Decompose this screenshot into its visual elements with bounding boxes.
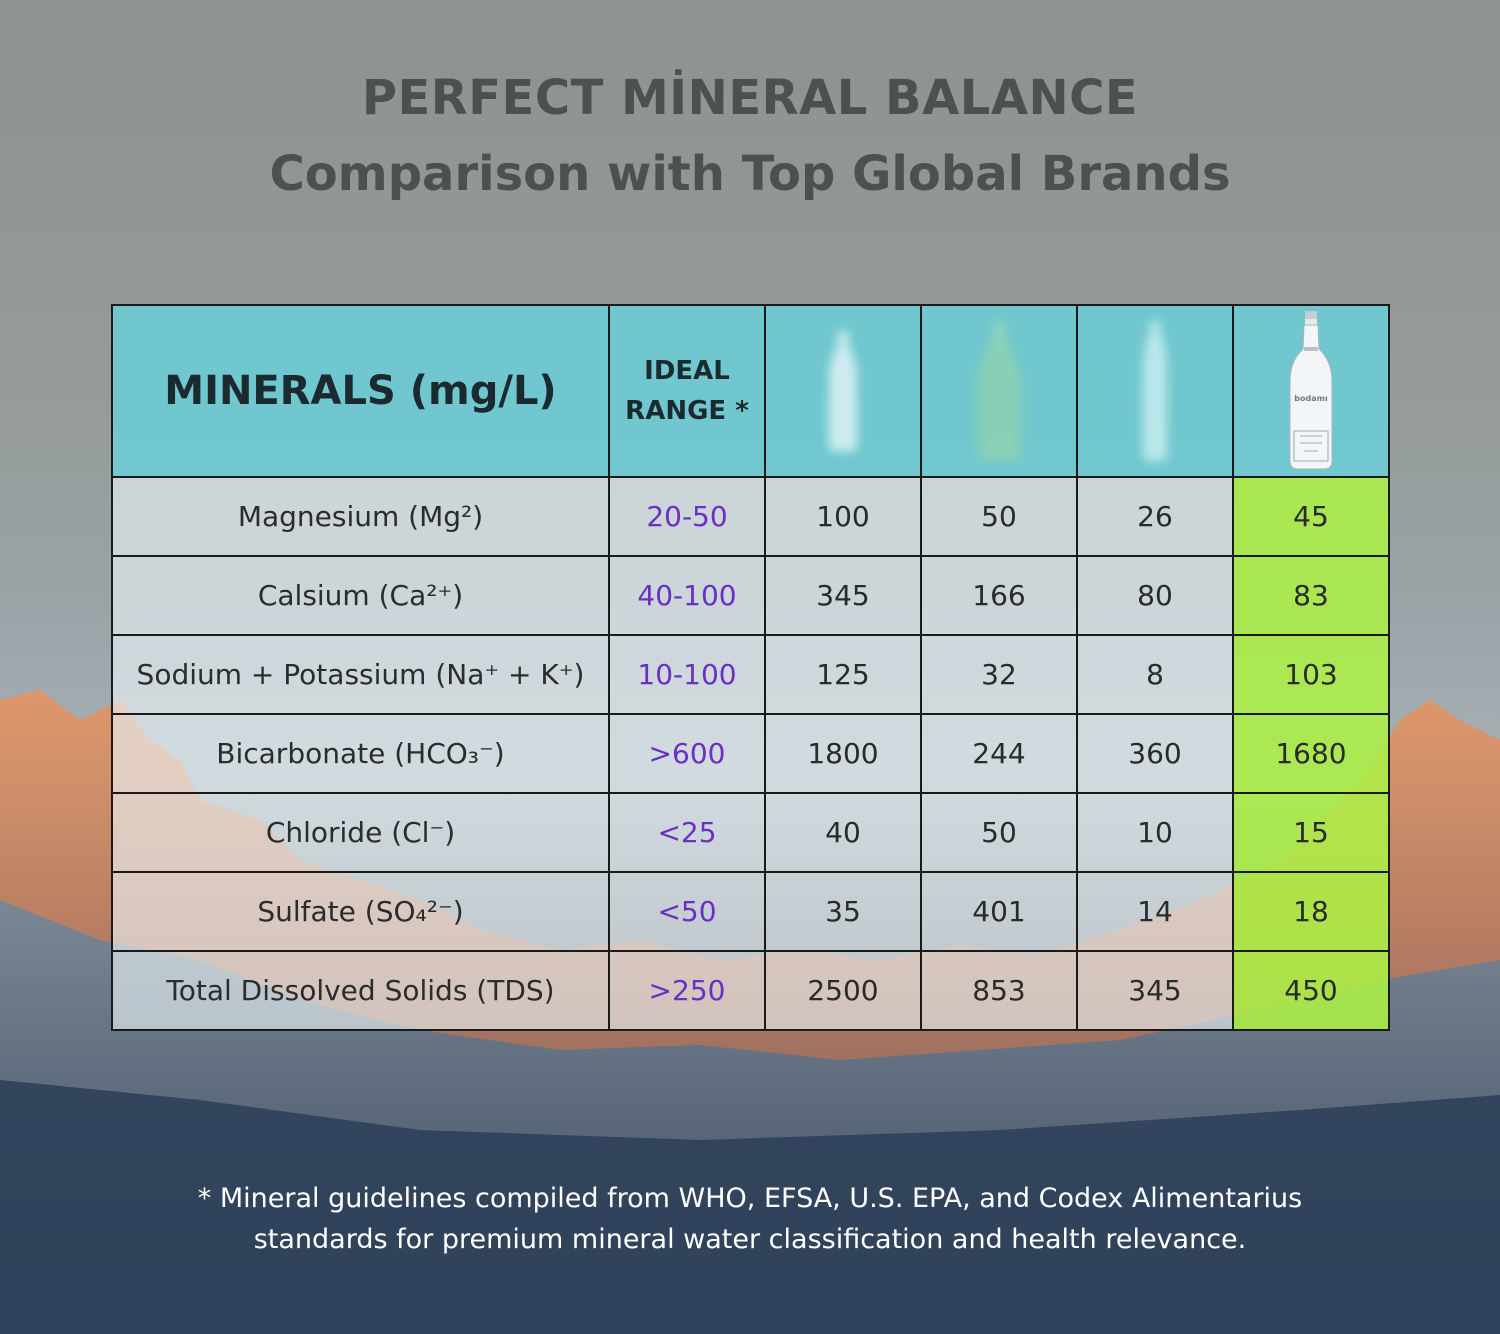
ideal-range-cell: 10-100	[608, 634, 766, 715]
table-row: Calsium (Ca²⁺) 40-100 345 166 80 83	[111, 555, 1390, 636]
ideal-range-cell: >600	[608, 713, 766, 794]
mineral-name-cell: Bicarbonate (HCO₃⁻)	[111, 713, 610, 794]
brand-1-value: 125	[764, 634, 922, 715]
footnote: * Mineral guidelines compiled from WHO, …	[0, 1178, 1500, 1260]
ideal-range-cell: >250	[608, 950, 766, 1031]
mineral-name-cell: Total Dissolved Solids (TDS)	[111, 950, 610, 1031]
table-row: Sodium + Potassium (Na⁺ + K⁺) 10-100 125…	[111, 634, 1390, 715]
column-header-brand-1	[764, 304, 922, 478]
table-row: Chloride (Cl⁻) <25 40 50 10 15	[111, 792, 1390, 873]
blurred-bottle-icon	[977, 321, 1021, 461]
page-title: PERFECT MİNERAL BALANCE	[361, 70, 1139, 126]
brand-1-value: 40	[764, 792, 922, 873]
column-header-minerals: MINERALS (mg/L)	[111, 304, 610, 478]
brand-3-value: 26	[1076, 476, 1234, 557]
ideal-range-line-1: IDEAL	[644, 356, 730, 386]
column-header-bodami: bodamı	[1232, 304, 1390, 478]
brand-3-value: 80	[1076, 555, 1234, 636]
column-header-ideal-range: IDEAL RANGE *	[608, 304, 766, 478]
ideal-range-cell: 20-50	[608, 476, 766, 557]
brand-1-value: 2500	[764, 950, 922, 1031]
brand-2-value: 401	[920, 871, 1078, 952]
footnote-line-1: * Mineral guidelines compiled from WHO, …	[197, 1183, 1303, 1214]
ideal-range-line-2: RANGE *	[625, 396, 749, 426]
bodami-logo-text: bodamı	[1294, 394, 1328, 403]
bodami-value: 45	[1232, 476, 1390, 557]
bodami-value: 103	[1232, 634, 1390, 715]
bodami-bottle-icon: bodamı	[1289, 311, 1333, 470]
blurred-bottle-icon	[1143, 321, 1167, 461]
mineral-name-cell: Chloride (Cl⁻)	[111, 792, 610, 873]
brand-3-value: 14	[1076, 871, 1234, 952]
ideal-range-cell: <50	[608, 871, 766, 952]
mineral-comparison-table: MINERALS (mg/L) IDEAL RANGE *	[111, 304, 1390, 1031]
table-row: Magnesium (Mg²) 20-50 100 50 26 45	[111, 476, 1390, 557]
brand-1-value: 1800	[764, 713, 922, 794]
brand-3-value: 345	[1076, 950, 1234, 1031]
brand-1-value: 100	[764, 476, 922, 557]
column-header-brand-3	[1076, 304, 1234, 478]
bodami-value: 18	[1232, 871, 1390, 952]
column-header-brand-2	[920, 304, 1078, 478]
brand-2-value: 853	[920, 950, 1078, 1031]
brand-2-value: 166	[920, 555, 1078, 636]
bodami-value: 1680	[1232, 713, 1390, 794]
table-row: Bicarbonate (HCO₃⁻) >600 1800 244 360 16…	[111, 713, 1390, 794]
brand-2-value: 50	[920, 476, 1078, 557]
brand-2-value: 50	[920, 792, 1078, 873]
table-row: Sulfate (SO₄²⁻) <50 35 401 14 18	[111, 871, 1390, 952]
brand-3-value: 360	[1076, 713, 1234, 794]
brand-1-value: 35	[764, 871, 922, 952]
brand-2-value: 244	[920, 713, 1078, 794]
table-header-row: MINERALS (mg/L) IDEAL RANGE *	[111, 304, 1390, 478]
brand-1-value: 345	[764, 555, 922, 636]
mineral-name-cell: Magnesium (Mg²)	[111, 476, 610, 557]
mineral-name-cell: Sulfate (SO₄²⁻)	[111, 871, 610, 952]
table-row: Total Dissolved Solids (TDS) >250 2500 8…	[111, 950, 1390, 1031]
mineral-name-cell: Calsium (Ca²⁺)	[111, 555, 610, 636]
footnote-line-2: standards for premium mineral water clas…	[253, 1224, 1247, 1255]
bodami-value: 83	[1232, 555, 1390, 636]
brand-2-value: 32	[920, 634, 1078, 715]
mineral-name-cell: Sodium + Potassium (Na⁺ + K⁺)	[111, 634, 610, 715]
brand-3-value: 8	[1076, 634, 1234, 715]
bodami-value: 15	[1232, 792, 1390, 873]
ideal-range-cell: <25	[608, 792, 766, 873]
ideal-range-cell: 40-100	[608, 555, 766, 636]
blurred-bottle-icon	[829, 331, 857, 451]
bodami-value: 450	[1232, 950, 1390, 1031]
brand-3-value: 10	[1076, 792, 1234, 873]
page-subtitle: Comparison with Top Global Brands	[269, 146, 1231, 202]
